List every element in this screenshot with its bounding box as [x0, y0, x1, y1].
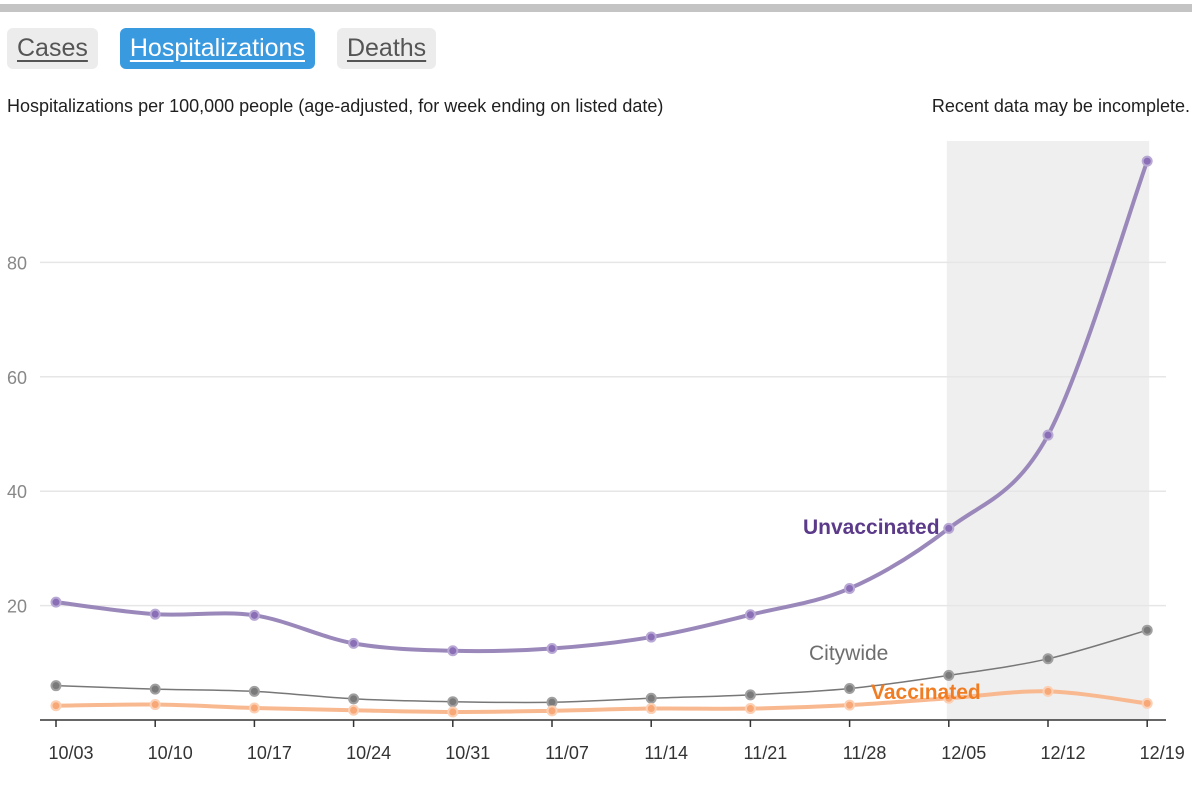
citywide-point — [645, 692, 657, 704]
x-tick-label: 11/28 — [843, 743, 887, 763]
x-tick-label: 10/31 — [445, 743, 490, 763]
chart-subtitle: Hospitalizations per 100,000 people (age… — [7, 96, 664, 116]
x-tick-label: 10/24 — [346, 743, 391, 763]
unvaccinated-point — [50, 596, 62, 608]
y-tick-label: 20 — [7, 597, 27, 617]
incomplete-data-note: Recent data may be incomplete. — [931, 96, 1190, 116]
vaccinated-point — [447, 706, 459, 718]
citywide-point — [943, 669, 955, 681]
tab-cases[interactable]: Cases — [7, 28, 98, 69]
unvaccinated-series-label: Unvaccinated — [803, 516, 940, 539]
citywide-point — [50, 680, 62, 692]
unvaccinated-point — [645, 631, 657, 643]
x-tick-label: 10/03 — [48, 743, 93, 763]
citywide-point — [447, 696, 459, 708]
vaccinated-point — [348, 704, 360, 716]
y-tick-label: 40 — [7, 482, 27, 502]
citywide-point — [248, 685, 260, 697]
x-tick-label: 11/14 — [644, 743, 688, 763]
vaccinated-point — [943, 692, 955, 704]
citywide-point — [348, 693, 360, 705]
citywide-point — [149, 683, 161, 695]
unvaccinated-point — [1141, 155, 1153, 167]
unvaccinated-point — [1042, 429, 1054, 441]
unvaccinated-point — [546, 643, 558, 654]
unvaccinated-point — [149, 608, 161, 620]
vaccinated-point — [744, 703, 756, 715]
vaccinated-point — [248, 702, 260, 714]
unvaccinated-point — [348, 637, 360, 649]
citywide-point — [844, 683, 856, 695]
vaccinated-point — [1141, 697, 1153, 709]
vaccinated-point — [50, 700, 62, 712]
x-tick-label: 10/17 — [247, 743, 292, 763]
unvaccinated-point — [844, 582, 856, 594]
tab-hospitalizations[interactable]: Hospitalizations — [119, 28, 315, 69]
citywide-point — [1042, 653, 1054, 665]
x-tick-label: 11/21 — [744, 743, 788, 763]
citywide-point — [744, 689, 756, 701]
x-tick-label: 12/19 — [1140, 743, 1185, 763]
vaccinated-point — [546, 705, 558, 717]
tab-deaths[interactable]: Deaths — [336, 28, 437, 69]
vaccinated-line — [54, 689, 1150, 714]
x-tick-label: 10/10 — [148, 743, 193, 763]
top-divider — [0, 4, 1192, 12]
citywide-point — [1141, 624, 1153, 636]
vaccinated-point — [1042, 685, 1054, 697]
vaccinated-series-label: Vaccinated — [871, 681, 981, 704]
vaccinated-point — [149, 699, 161, 711]
unvaccinated-point — [744, 609, 756, 621]
vaccinated-point — [645, 703, 657, 715]
y-tick-label: 60 — [7, 368, 27, 388]
metric-tabs: Cases Hospitalizations Deaths — [7, 28, 437, 69]
x-tick-label: 11/07 — [545, 743, 589, 763]
unvaccinated-point — [447, 645, 459, 657]
y-tick-label: 80 — [7, 253, 27, 273]
x-tick-label: 12/12 — [1040, 743, 1085, 763]
x-tick-label: 12/05 — [941, 743, 986, 763]
unvaccinated-point — [248, 609, 260, 621]
vaccinated-point — [844, 699, 856, 711]
citywide-series-label: Citywide — [809, 642, 888, 665]
unvaccinated-point — [943, 522, 955, 534]
